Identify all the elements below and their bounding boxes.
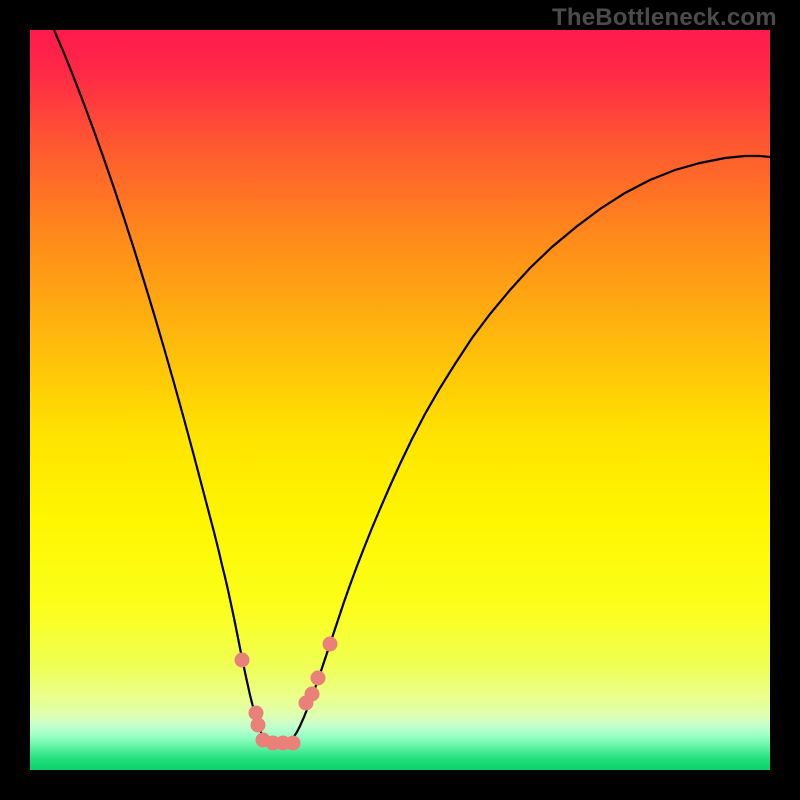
scatter-point bbox=[251, 718, 266, 733]
watermark-label: TheBottleneck.com bbox=[552, 4, 777, 32]
scatter-point bbox=[305, 687, 320, 702]
chart-frame: TheBottleneck.com bbox=[0, 0, 800, 800]
plot-background bbox=[30, 30, 770, 770]
scatter-point bbox=[235, 653, 250, 668]
chart-svg bbox=[0, 0, 800, 800]
scatter-point bbox=[311, 671, 326, 686]
scatter-point bbox=[323, 637, 338, 652]
scatter-point bbox=[286, 736, 301, 751]
